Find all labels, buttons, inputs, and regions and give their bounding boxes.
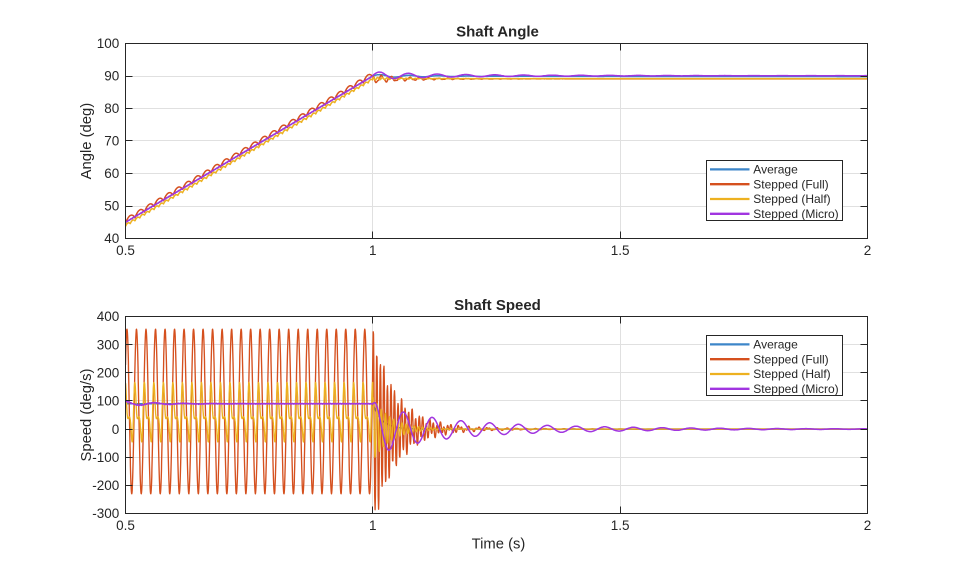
svg-text:Average: Average — [753, 163, 798, 177]
svg-text:50: 50 — [104, 199, 119, 214]
svg-text:100: 100 — [97, 394, 120, 409]
svg-text:90: 90 — [104, 69, 119, 84]
svg-text:40: 40 — [104, 231, 119, 246]
svg-text:Stepped (Half): Stepped (Half) — [753, 192, 830, 206]
svg-text:Stepped (Full): Stepped (Full) — [753, 352, 828, 366]
svg-text:Shaft Speed: Shaft Speed — [454, 297, 541, 314]
svg-text:Time (s): Time (s) — [472, 537, 526, 553]
svg-text:Stepped (Full): Stepped (Full) — [753, 177, 828, 191]
svg-text:Stepped (Micro): Stepped (Micro) — [753, 382, 838, 396]
svg-text:0.5: 0.5 — [116, 518, 135, 533]
svg-text:0: 0 — [112, 422, 120, 437]
svg-text:1: 1 — [369, 518, 377, 533]
svg-text:-200: -200 — [92, 478, 119, 493]
svg-text:Stepped (Micro): Stepped (Micro) — [753, 207, 838, 221]
svg-text:70: 70 — [104, 134, 119, 149]
svg-text:80: 80 — [104, 101, 119, 116]
svg-text:100: 100 — [97, 36, 120, 51]
svg-text:1.5: 1.5 — [611, 243, 630, 258]
svg-text:0.5: 0.5 — [116, 243, 135, 258]
svg-text:-300: -300 — [92, 506, 119, 521]
svg-text:2: 2 — [864, 243, 872, 258]
svg-text:300: 300 — [97, 337, 120, 352]
svg-text:60: 60 — [104, 166, 119, 181]
svg-text:-100: -100 — [92, 450, 119, 465]
svg-text:200: 200 — [97, 366, 120, 381]
svg-text:400: 400 — [97, 309, 120, 324]
svg-text:Speed (deg/s): Speed (deg/s) — [79, 369, 95, 462]
svg-text:1: 1 — [369, 243, 377, 258]
svg-text:2: 2 — [864, 518, 872, 533]
svg-text:Shaft Angle: Shaft Angle — [456, 23, 539, 40]
svg-text:Angle (deg): Angle (deg) — [79, 103, 95, 180]
svg-text:Stepped (Half): Stepped (Half) — [753, 367, 830, 381]
svg-text:Average: Average — [753, 338, 798, 352]
svg-text:1.5: 1.5 — [611, 518, 630, 533]
